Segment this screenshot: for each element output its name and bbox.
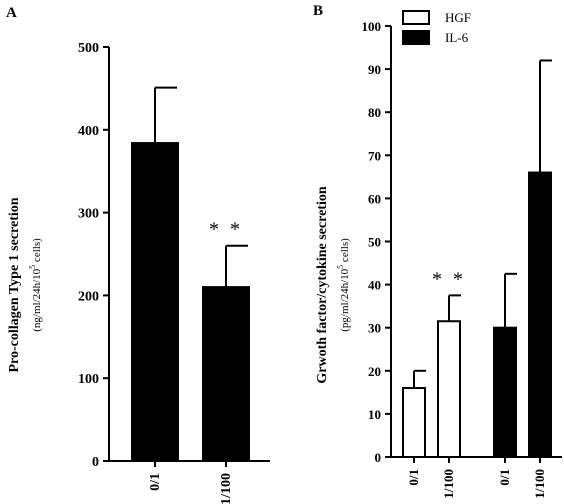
b-significance-marker: * * <box>432 268 466 290</box>
panel-b-y-axis-units: (pg/ml/24h/105 cells) <box>336 238 351 332</box>
panel-a-label: A <box>6 5 17 21</box>
a-y-tick-label: 0 <box>92 455 99 470</box>
a-y-tick-label: 200 <box>78 289 99 304</box>
b-bar-hgf-0 <box>402 387 426 459</box>
panel-a-units-prefix: (ng/ml/24h/10 <box>31 268 43 331</box>
b-y-tick-label: 60 <box>368 191 381 206</box>
a-y-tick-label: 500 <box>78 41 99 56</box>
panel-b-units-suffix: cells) <box>339 238 351 265</box>
panel-b-y-axis-title: Grwoth factor/cytokine secretion (pg/ml/… <box>315 186 351 383</box>
panel-a-y-axis-units: (ng/ml/24h/105 cells) <box>28 238 43 332</box>
panel-b-units-superscript: 5 <box>336 265 345 269</box>
panel-b-y-axis-label: Grwoth factor/cytokine secretion <box>315 186 330 383</box>
a-y-tick-label: 300 <box>78 207 99 222</box>
b-x-tick-label: 1/100 <box>532 469 547 499</box>
panel-b-y-ticks: 0 10 20 30 40 50 60 70 80 90 100 <box>362 19 391 465</box>
b-y-tick-label: 90 <box>368 62 381 77</box>
panel-a-y-axis-label: Pro-collagen Type 1 secretion <box>7 197 22 372</box>
panel-a-units-superscript: 5 <box>28 265 37 269</box>
a-x-tick-label: 1/100 <box>219 473 234 504</box>
panel-a: A Pro-collagen Type 1 secretion (ng/ml/2… <box>6 5 270 504</box>
b-bar-hgf-1 <box>437 320 461 458</box>
b-y-tick-label: 40 <box>368 278 381 293</box>
b-x-tick-label: 1/100 <box>441 469 456 499</box>
legend-swatch-hgf <box>402 10 430 25</box>
b-y-tick-label: 0 <box>375 450 382 465</box>
a-y-tick-label: 100 <box>78 372 99 387</box>
panel-b-legend: HGF IL-6 <box>402 10 471 45</box>
b-y-tick-label: 70 <box>368 148 381 163</box>
panel-b-bars <box>402 59 552 459</box>
legend-label-hgf: HGF <box>445 10 471 25</box>
b-y-tick-label: 20 <box>368 364 381 379</box>
panel-a-annotations: * * <box>209 219 243 241</box>
b-y-tick-label: 100 <box>362 19 382 34</box>
panel-b-x-ticks: 0/1 1/100 0/1 1/100 <box>406 457 547 499</box>
panel-a-y-axis-title: Pro-collagen Type 1 secretion (ng/ml/24h… <box>7 197 43 372</box>
b-bar-il6-3 <box>528 171 552 458</box>
a-bar-series-1 <box>202 286 250 462</box>
b-x-tick-label: 0/1 <box>497 469 512 486</box>
panel-a-x-ticks: 0/1 1/100 <box>148 461 234 504</box>
panel-b-annotations: * * <box>432 268 466 290</box>
b-y-tick-label: 30 <box>368 321 381 336</box>
panel-b-label: B <box>313 3 323 19</box>
panel-a-bars <box>131 86 250 462</box>
legend-swatch-il6 <box>402 30 430 45</box>
a-significance-marker: * * <box>209 219 243 241</box>
b-y-tick-label: 10 <box>368 407 381 422</box>
panel-a-y-ticks: 0 100 200 300 400 500 <box>78 41 109 470</box>
a-x-tick-label: 0/1 <box>148 473 163 491</box>
a-bar-series-0 <box>131 142 179 462</box>
a-y-tick-label: 400 <box>78 124 99 139</box>
panel-b-units-prefix: (pg/ml/24h/10 <box>339 268 351 331</box>
panel-a-units-suffix: cells) <box>31 238 43 265</box>
b-x-tick-label: 0/1 <box>406 469 421 486</box>
panel-b: B Grwoth factor/cytokine secretion (pg/m… <box>313 3 562 499</box>
b-y-tick-label: 80 <box>368 105 381 120</box>
b-y-tick-label: 50 <box>368 235 381 250</box>
b-bar-il6-2 <box>493 326 517 459</box>
legend-label-il6: IL-6 <box>445 30 469 45</box>
